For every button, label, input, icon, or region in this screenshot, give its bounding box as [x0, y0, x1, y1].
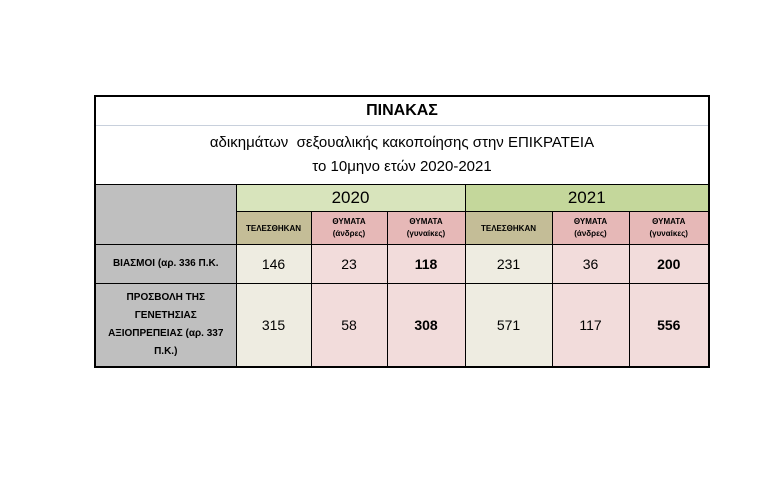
cell: 571 — [464, 283, 553, 367]
col-committed: ΤΕΛΕΣΘΗΚΑΝ — [464, 211, 553, 245]
cell: 231 — [464, 244, 553, 284]
subtitle-line-1: αδικημάτων σεξουαλικής κακοποίησης στην … — [209, 134, 595, 151]
col-committed: ΤΕΛΕΣΘΗΚΑΝ — [235, 211, 312, 245]
subtitle-line-2: το 10μηνο ετών 2020-2021 — [312, 158, 492, 175]
cell: 36 — [551, 244, 630, 284]
cell: 200 — [628, 244, 710, 284]
cell: 556 — [628, 283, 710, 367]
cell: 117 — [551, 283, 630, 367]
column-headers: ΤΕΛΕΣΘΗΚΑΝ ΘΥΜΑΤΑ (άνδρες) ΘΥΜΑΤΑ (γυναίκε… — [95, 211, 710, 245]
year-header-2021: 2021 — [464, 184, 710, 212]
col-label: ΘΥΜΑΤΑ — [332, 217, 366, 226]
row-label: ΠΡΟΣΒΟΛΗ ΤΗΣ ΓΕΝΕΤΗΣΙΑΣ ΑΞΙΟΠΡΕΠΕΙΑΣ (αρ… — [94, 283, 237, 367]
cell: 308 — [386, 283, 466, 367]
col-label: ΘΥΜΑΤΑ — [409, 217, 443, 226]
col-label: ΘΥΜΑΤΑ — [573, 217, 608, 226]
cell: 118 — [386, 244, 466, 284]
col-sublabel: (γυναίκες) — [406, 229, 446, 238]
cell: 58 — [310, 283, 388, 367]
cell: 23 — [310, 244, 388, 284]
col-victims-men: ΘΥΜΑΤΑ (άνδρες) — [551, 211, 630, 245]
table-title: ΠΙΝΑΚΑΣ — [94, 96, 710, 126]
year-header-2020: 2020 — [235, 184, 466, 212]
crime-statistics-table: ΠΙΝΑΚΑΣ αδικημάτων σεξουαλικής κακοποίησ… — [94, 95, 710, 368]
table-subtitle: αδικημάτων σεξουαλικής κακοποίησης στην … — [94, 125, 710, 185]
table-row: ΠΡΟΣΒΟΛΗ ΤΗΣ ΓΕΝΕΤΗΣΙΑΣ ΑΞΙΟΠΡΕΠΕΙΑΣ (αρ… — [94, 283, 710, 367]
col-label: ΘΥΜΑΤΑ — [652, 217, 686, 226]
col-victims-men: ΘΥΜΑΤΑ (άνδρες) — [310, 211, 388, 245]
table-row: ΒΙΑΣΜΟΙ (αρ. 336 Π.Κ. 146 23 118 231 36 … — [94, 244, 710, 284]
row-label: ΒΙΑΣΜΟΙ (αρ. 336 Π.Κ. — [94, 244, 237, 284]
col-sublabel: (άνδρες) — [332, 229, 366, 238]
col-sublabel: (γυναίκες) — [649, 229, 688, 238]
col-victims-women: ΘΥΜΑΤΑ (γυναίκες) — [386, 211, 466, 245]
col-sublabel: (άνδρες) — [574, 229, 607, 238]
cell: 146 — [235, 244, 312, 284]
corner-cell — [94, 184, 237, 245]
cell: 315 — [235, 283, 312, 367]
col-victims-women: ΘΥΜΑΤΑ (γυναίκες) — [628, 211, 710, 245]
